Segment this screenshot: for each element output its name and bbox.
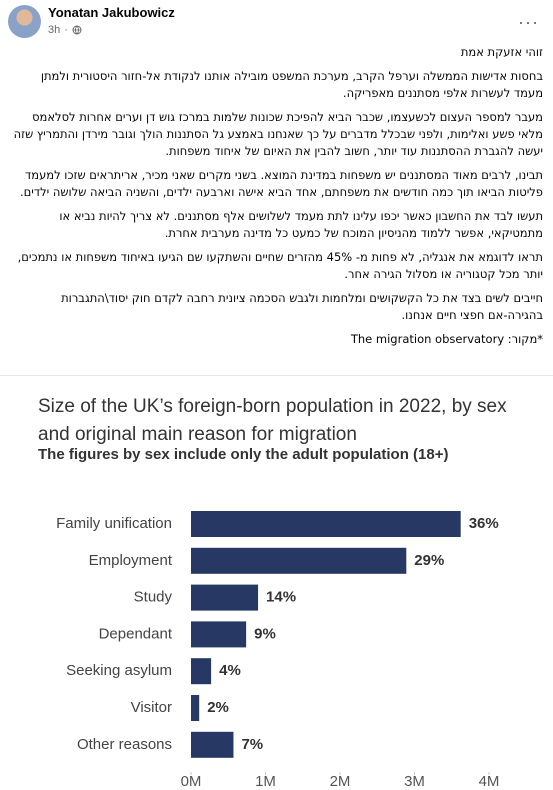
- data-label: 4%: [219, 662, 241, 679]
- category-label: Dependant: [99, 625, 173, 642]
- category-label: Employment: [89, 552, 173, 569]
- data-label: 36%: [469, 515, 499, 532]
- x-tick-label: 1M: [255, 773, 276, 790]
- category-label: Other reasons: [77, 736, 172, 753]
- x-tick-label: 0M: [181, 773, 202, 790]
- x-tick-label: 4M: [479, 773, 500, 790]
- post-time[interactable]: 3h: [48, 24, 61, 36]
- category-label: Family unification: [56, 515, 172, 532]
- post-paragraph: תעשו לבד את החשבון כאשר יכפו עלינו לתת מ…: [59, 209, 543, 240]
- data-label: 2%: [207, 699, 229, 716]
- post-paragraph: תבינו, לרבים מאוד המסתננים יש משפחות במד…: [20, 168, 543, 199]
- author-name[interactable]: Yonatan Jakubowicz: [48, 5, 175, 20]
- x-tick-label: 2M: [330, 773, 351, 790]
- data-label: 7%: [241, 736, 263, 753]
- bar: [191, 731, 234, 758]
- avatar[interactable]: [8, 5, 41, 38]
- post-text: זוהי אזעקת אמת בחסות אדישות הממשלה וערפל …: [10, 44, 543, 355]
- bar: [191, 584, 259, 611]
- globe-icon: [72, 25, 82, 35]
- category-label: Visitor: [131, 699, 172, 716]
- chart-title: Size of the UK’s foreign-born population…: [38, 396, 507, 445]
- post-paragraph: בחסות אדישות הממשלה וערפל הקרב, מערכת המ…: [40, 69, 543, 100]
- separator: ·: [64, 24, 68, 36]
- post-paragraph: זוהי אזעקת אמת: [460, 45, 543, 59]
- post-paragraph: מעבר למספר העצום לכשעצמו, שכבר הביא להפי…: [13, 110, 543, 158]
- category-label: Seeking asylum: [66, 662, 172, 679]
- bar: [191, 511, 461, 537]
- bar: [191, 621, 247, 648]
- post-paragraph: תראו לדוגמא את אנגליה, לא פחות מ- 45% מה…: [17, 250, 543, 281]
- category-label: Study: [134, 589, 173, 606]
- data-label: 9%: [254, 625, 276, 642]
- chart-subtitle: The figures by sex include only the adul…: [38, 446, 449, 463]
- bar: [191, 658, 212, 685]
- post-paragraph: *מקור: The migration observatory: [350, 332, 543, 346]
- bar: [191, 547, 407, 574]
- chart-image: Size of the UK’s foreign-born population…: [0, 375, 553, 790]
- data-label: 29%: [414, 552, 444, 569]
- data-label: 14%: [266, 589, 296, 606]
- post-paragraph: חייבים לשים בצד את כל הקשקושים ומלחמות ו…: [61, 291, 543, 322]
- x-tick-label: 3M: [404, 773, 425, 790]
- more-options[interactable]: ···: [518, 12, 539, 32]
- bar: [191, 695, 200, 721]
- post-meta: 3h ·: [48, 24, 82, 36]
- chart: 0M 1M 2M 3M 4M Family unification 36% Employmen…: [56, 511, 500, 790]
